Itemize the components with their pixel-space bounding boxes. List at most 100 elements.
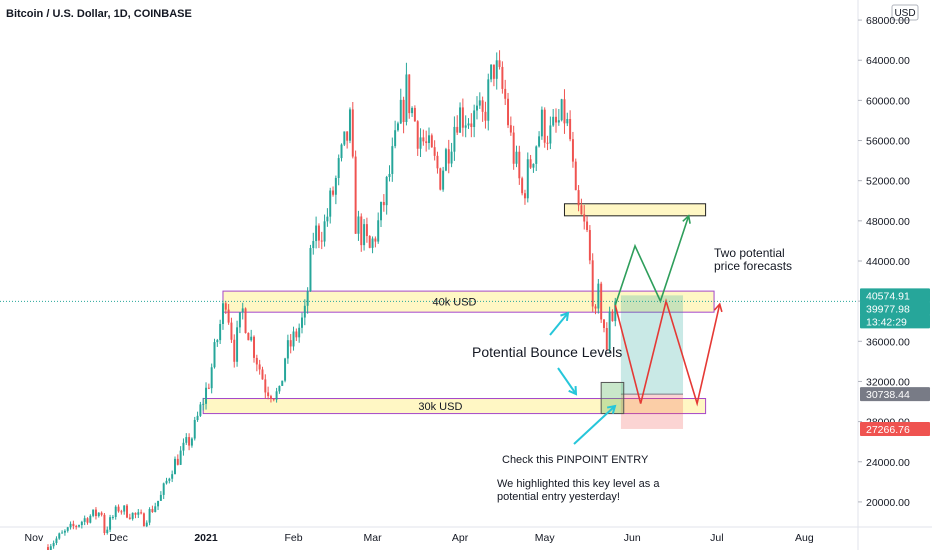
currency-button-frame[interactable] [891, 4, 919, 21]
candle-body [391, 146, 394, 174]
candle-body [346, 131, 349, 141]
candle-body [255, 357, 258, 365]
candle-body [416, 121, 419, 149]
candle-body [484, 111, 487, 121]
candle-body [171, 474, 174, 479]
time-axis[interactable]: Nov Dec 2021 Feb Mar Apr May Jun Jul Aug [25, 532, 814, 544]
candle-body [521, 178, 524, 194]
candle-body [168, 478, 171, 481]
candle-body [490, 64, 493, 80]
candle-body [196, 415, 199, 421]
price-label: 30738.44 [866, 389, 910, 401]
candle-body [566, 118, 569, 124]
candle-body [80, 521, 83, 526]
candle-body [337, 158, 340, 178]
candle-body [473, 110, 476, 128]
candle-body [594, 306, 597, 309]
candle-body [507, 98, 510, 126]
candle-body [117, 506, 120, 512]
history-note-line-2: potential entry yesterday! [497, 491, 620, 503]
candle-body [571, 139, 574, 162]
bounce-arrow-up-head [560, 311, 570, 322]
candle-body [111, 516, 114, 518]
candle-body [523, 193, 526, 199]
y-tick-label: 44000.00 [866, 256, 910, 268]
candle-body [264, 379, 267, 393]
candle-body [278, 385, 281, 392]
y-tick-label: 36000.00 [866, 336, 910, 348]
candle-body [224, 303, 227, 310]
candle-body [109, 517, 112, 530]
candle-body [247, 332, 250, 341]
x-tick-label: Nov [25, 532, 44, 544]
candle-body [447, 149, 450, 164]
forecast-note-line-1: Two potential [714, 246, 785, 260]
candle-body [114, 506, 117, 517]
y-tick-label: 24000.00 [866, 457, 910, 469]
candle-body [563, 99, 566, 124]
candle-body [535, 146, 538, 164]
x-tick-label: Feb [284, 532, 302, 544]
y-tick-label: 20000.00 [866, 497, 910, 509]
position-loss-zone [620, 394, 684, 429]
x-tick-label: Jul [710, 532, 723, 544]
candle-body [512, 132, 515, 164]
forecast-arrowhead [713, 302, 723, 313]
candle-body [577, 190, 580, 206]
candlestick-series [46, 50, 617, 550]
candle-body [351, 109, 354, 157]
candle-body [289, 340, 292, 347]
annotation-arrows [549, 311, 617, 445]
candle-body [408, 74, 411, 114]
entry-note: Check this PINPOINT ENTRY [502, 454, 649, 466]
candle-body [518, 151, 521, 179]
candle-body [103, 514, 106, 534]
price-label-bg [860, 387, 930, 402]
candle-body [162, 483, 165, 495]
candle-body [159, 494, 162, 501]
candle-body [529, 159, 532, 168]
long-position-tool[interactable] [600, 295, 684, 429]
candle-body [94, 509, 97, 517]
candle-body [371, 238, 374, 248]
candle-body [540, 109, 543, 137]
candle-body [413, 107, 416, 122]
zone-label: 40k USD [432, 297, 476, 309]
candle-body [137, 512, 140, 515]
x-tick-label: Aug [795, 532, 814, 544]
zone-labels: 40k USD 30k USD [418, 297, 476, 413]
candle-body [498, 60, 501, 67]
candle-body [244, 308, 247, 333]
y-tick-label: 60000.00 [866, 95, 910, 107]
entry-arrow-head [606, 404, 617, 414]
bounce-arrow-down-head [568, 385, 578, 396]
x-tick-label: Jun [624, 532, 641, 544]
y-tick-label: 32000.00 [866, 376, 910, 388]
candle-body [284, 358, 287, 381]
candle-body [142, 513, 145, 527]
candle-body [428, 135, 430, 144]
candle-body [591, 260, 594, 307]
currency-button[interactable]: USD [894, 8, 915, 19]
candle-body [154, 506, 157, 512]
candle-body [323, 221, 326, 242]
candle-body [123, 505, 126, 512]
candle-body [261, 369, 264, 380]
candle-body [55, 538, 58, 543]
candle-body [422, 137, 425, 142]
y-tick-label: 52000.00 [866, 176, 910, 188]
candle-body [250, 336, 253, 341]
candle-body [128, 517, 131, 519]
candle-body [97, 512, 100, 517]
x-tick-label: May [535, 532, 556, 544]
candle-body [292, 331, 295, 347]
price-zone[interactable] [563, 203, 707, 217]
candle-body [388, 173, 391, 177]
candle-body [151, 509, 154, 512]
chart-title: Bitcoin / U.S. Dollar, 1D, COINBASE [6, 8, 192, 20]
candle-body [275, 391, 278, 400]
candle-body [583, 214, 586, 222]
candle-body [83, 518, 86, 522]
candle-body [86, 518, 89, 523]
